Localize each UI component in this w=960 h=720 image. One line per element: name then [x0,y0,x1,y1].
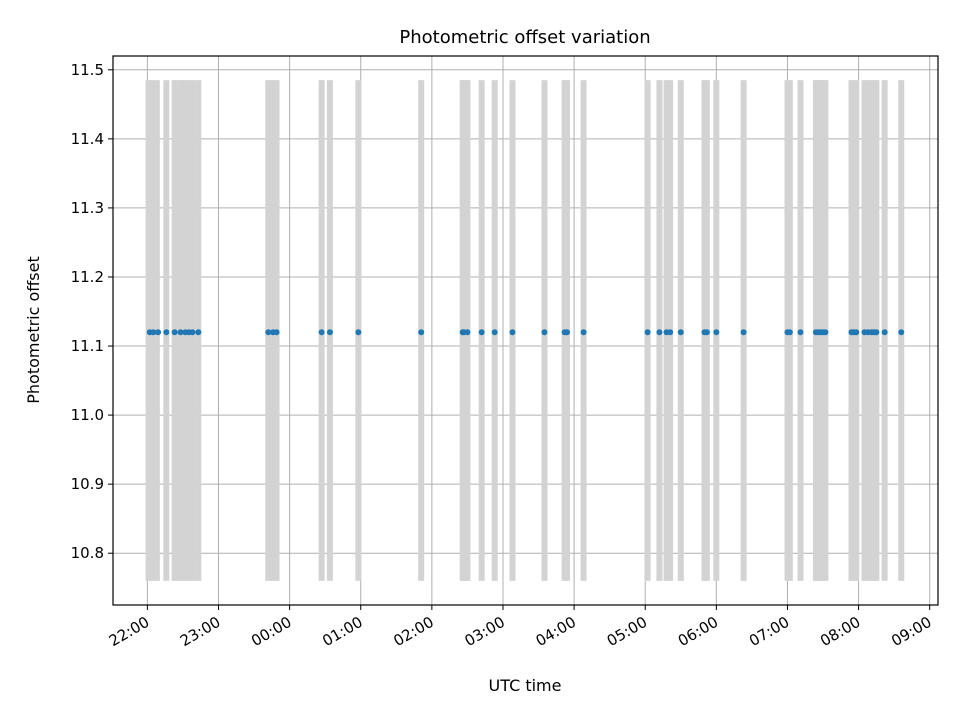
data-point [195,329,202,336]
y-tick-label: 10.8 [71,544,104,562]
data-point [740,329,747,336]
data-point [881,329,888,336]
data-point [464,329,471,336]
data-point [265,329,272,336]
data-point [656,329,663,336]
data-point [644,329,651,336]
data-point [677,329,684,336]
data-point [713,329,720,336]
data-point [318,329,325,336]
y-tick-label: 11.3 [71,199,104,217]
data-point [171,329,178,336]
data-point [150,329,157,336]
y-tick-label: 11.0 [71,406,104,424]
data-point [509,329,516,336]
data-point [822,329,829,336]
data-point [478,329,485,336]
data-point [667,329,674,336]
y-tick-label: 11.5 [71,61,104,79]
y-tick-label: 11.1 [71,337,104,355]
plot-frame [112,55,939,606]
data-point [703,329,710,336]
data-point [797,329,804,336]
data-point [418,329,425,336]
data-points [146,329,905,336]
chart-title: Photometric offset variation [399,27,650,48]
data-point [580,329,587,336]
y-tick-label: 11.2 [71,268,104,286]
data-point [155,329,162,336]
y-tick-label: 10.9 [71,475,104,493]
data-point [189,329,196,336]
x-axis-title: UTC time [489,676,562,695]
data-point [853,329,860,336]
y-axis-title: Photometric offset [24,256,43,404]
data-point [563,329,570,336]
data-point [177,329,184,336]
data-point [326,329,333,336]
data-point [355,329,362,336]
data-point [491,329,498,336]
data-point [873,329,880,336]
data-point [898,329,905,336]
data-point [786,329,793,336]
data-point [541,329,548,336]
data-point [163,329,170,336]
y-axis-ticks: 10.8 10.9 11.0 11.1 11.2 11.3 11.4 11.5 [71,61,113,562]
data-point [273,329,280,336]
y-tick-label: 11.4 [71,130,104,148]
